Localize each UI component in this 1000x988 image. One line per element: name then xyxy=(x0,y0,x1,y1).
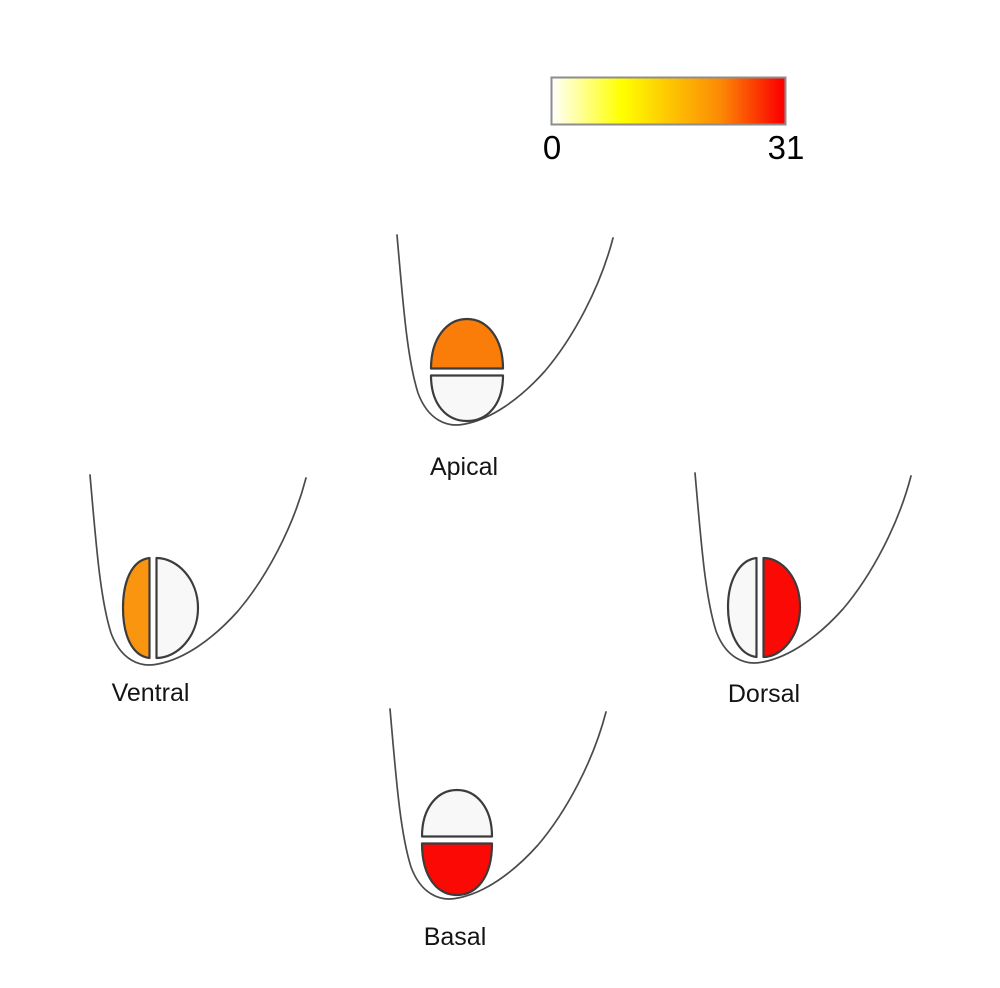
panel-basal: Basal xyxy=(378,702,618,951)
colorbar-max-label: 31 xyxy=(767,129,805,166)
panel-dorsal: Dorsal xyxy=(683,466,923,708)
panel-label-basal: Basal xyxy=(423,923,487,951)
pocket-curve xyxy=(396,234,614,426)
cell-left-half-empty xyxy=(726,556,758,659)
pocket-curve xyxy=(694,472,912,664)
cell-bottom-half-empty xyxy=(429,374,505,423)
cell-right-half-filled xyxy=(762,556,802,659)
panel-ventral: Ventral xyxy=(78,468,318,708)
cell-left-half-filled xyxy=(121,556,151,660)
pocket-curve xyxy=(89,474,307,666)
panel-label-apical: Apical xyxy=(429,453,499,481)
pocket-curve xyxy=(389,708,607,900)
cell-top-half-filled xyxy=(429,317,505,370)
panel-label-ventral: Ventral xyxy=(111,679,190,707)
panel-apical: Apical xyxy=(385,228,625,481)
cell-right-half-empty xyxy=(155,556,200,660)
colorbar-rect xyxy=(550,76,787,126)
colorbar xyxy=(550,76,790,128)
cell-top-half-empty xyxy=(420,788,494,838)
colorbar-gradient-bar xyxy=(550,76,787,126)
cell-bottom-half-filled xyxy=(420,842,494,897)
colorbar-min-label: 0 xyxy=(542,129,562,166)
panel-label-dorsal: Dorsal xyxy=(727,680,801,708)
